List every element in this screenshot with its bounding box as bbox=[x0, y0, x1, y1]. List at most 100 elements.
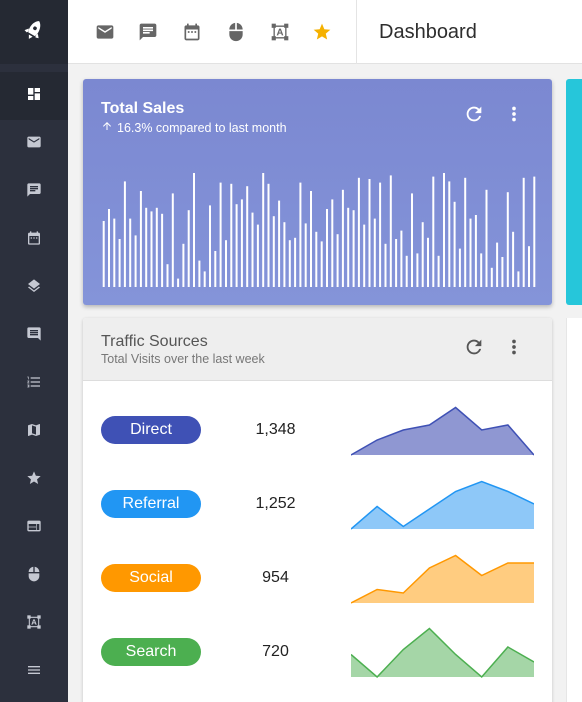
sales-bar bbox=[251, 212, 254, 287]
sales-bar bbox=[427, 237, 429, 287]
top-bar: Dashboard bbox=[68, 0, 582, 64]
sales-bar bbox=[400, 230, 403, 287]
sidebar-item-menu[interactable] bbox=[0, 648, 68, 696]
sales-bar bbox=[474, 215, 477, 287]
sales-bar bbox=[187, 210, 190, 287]
source-sparkline bbox=[351, 406, 534, 456]
sales-bar bbox=[230, 183, 233, 287]
chat-icon bbox=[26, 182, 42, 203]
sales-bar bbox=[304, 223, 307, 287]
sales-bar bbox=[193, 173, 195, 287]
sales-bar bbox=[341, 189, 344, 287]
map-icon bbox=[26, 422, 42, 443]
sales-bar bbox=[214, 251, 217, 287]
sparkline-area bbox=[351, 407, 534, 455]
sales-bar bbox=[533, 176, 536, 287]
source-sparkline bbox=[351, 480, 534, 530]
menu-icon bbox=[26, 662, 42, 683]
sales-bar bbox=[363, 224, 366, 287]
source-badge[interactable]: Search bbox=[101, 638, 201, 666]
traffic-title: Traffic Sources bbox=[101, 333, 208, 350]
sales-bar bbox=[411, 193, 413, 287]
mouse-icon[interactable] bbox=[224, 20, 248, 44]
sparkline-area bbox=[351, 628, 534, 677]
sidebar bbox=[0, 0, 68, 702]
sidebar-logo[interactable] bbox=[0, 0, 68, 64]
sales-bar bbox=[129, 218, 132, 287]
source-badge[interactable]: Direct bbox=[101, 416, 201, 444]
sales-bar bbox=[373, 218, 376, 287]
sidebar-item-chat[interactable] bbox=[0, 168, 68, 216]
sales-bar bbox=[155, 207, 158, 287]
sales-bar bbox=[485, 189, 488, 287]
sales-bar bbox=[299, 182, 302, 287]
calendar-icon[interactable] bbox=[180, 20, 204, 44]
source-count: 1,348 bbox=[255, 421, 296, 438]
source-badge[interactable]: Social bbox=[101, 564, 201, 592]
layers-icon bbox=[26, 278, 42, 299]
sidebar-item-select[interactable] bbox=[0, 600, 68, 648]
sales-refresh-button[interactable] bbox=[462, 104, 486, 128]
sales-bar bbox=[517, 271, 520, 287]
sales-bar bbox=[278, 200, 281, 287]
star-icon[interactable] bbox=[310, 20, 334, 44]
next-card-peek-lower bbox=[566, 318, 582, 702]
comment-icon bbox=[26, 326, 42, 347]
sales-bar bbox=[294, 237, 297, 287]
total-sales-card: Total Sales 16.3% compared to last month bbox=[83, 79, 552, 305]
sales-bar bbox=[288, 240, 291, 287]
traffic-row-social: Social 954 bbox=[83, 541, 552, 615]
more-vert-icon bbox=[503, 103, 525, 130]
sparkline-line bbox=[351, 480, 534, 530]
sales-bar bbox=[453, 201, 456, 287]
sales-bar bbox=[171, 193, 174, 287]
sales-bar bbox=[240, 199, 243, 287]
sidebar-item-star[interactable] bbox=[0, 456, 68, 504]
traffic-row-search: Search 720 bbox=[83, 615, 552, 689]
sales-bar bbox=[267, 183, 270, 287]
sales-bar bbox=[145, 207, 148, 287]
sparkline-line bbox=[351, 554, 534, 604]
sales-bar bbox=[336, 234, 339, 287]
sales-bar bbox=[225, 240, 227, 287]
mail-icon bbox=[26, 134, 42, 155]
next-card-peek bbox=[566, 79, 582, 305]
sales-subtitle-text: 16.3% compared to last month bbox=[117, 120, 287, 135]
sparkline-line bbox=[351, 627, 534, 679]
sales-bar bbox=[123, 181, 126, 287]
sales-bar bbox=[246, 186, 249, 287]
sales-bar bbox=[166, 264, 169, 287]
traffic-header: Traffic Sources Total Visits over the la… bbox=[83, 318, 552, 381]
sales-bar bbox=[102, 221, 105, 287]
sidebar-item-mail[interactable] bbox=[0, 120, 68, 168]
sidebar-item-web[interactable] bbox=[0, 504, 68, 552]
traffic-subtitle: Total Visits over the last week bbox=[101, 352, 265, 366]
sidebar-item-layers[interactable] bbox=[0, 264, 68, 312]
calendar-icon bbox=[26, 230, 42, 251]
sales-bar bbox=[384, 243, 387, 287]
traffic-more-button[interactable] bbox=[502, 337, 526, 361]
sales-more-button[interactable] bbox=[502, 104, 526, 128]
dashboard-icon bbox=[26, 86, 42, 107]
sales-bar bbox=[150, 211, 153, 287]
sidebar-item-calendar[interactable] bbox=[0, 216, 68, 264]
chat-icon[interactable] bbox=[136, 20, 160, 44]
traffic-refresh-button[interactable] bbox=[462, 337, 486, 361]
sales-bar bbox=[506, 192, 509, 287]
sidebar-item-comment[interactable] bbox=[0, 312, 68, 360]
source-sparkline bbox=[351, 554, 534, 604]
sales-bar bbox=[357, 177, 360, 287]
sales-bar bbox=[326, 209, 328, 287]
sales-bar bbox=[501, 257, 504, 287]
sales-bar bbox=[272, 216, 275, 287]
source-badge[interactable]: Referral bbox=[101, 490, 201, 518]
sidebar-item-dashboard[interactable] bbox=[0, 72, 68, 120]
sales-bar bbox=[352, 210, 355, 287]
sidebar-item-list[interactable] bbox=[0, 360, 68, 408]
text-select-icon[interactable] bbox=[268, 20, 292, 44]
mouse-icon bbox=[26, 566, 42, 587]
mail-icon[interactable] bbox=[93, 20, 117, 44]
sidebar-item-mouse[interactable] bbox=[0, 552, 68, 600]
sales-bar bbox=[256, 224, 259, 287]
sidebar-item-map[interactable] bbox=[0, 408, 68, 456]
